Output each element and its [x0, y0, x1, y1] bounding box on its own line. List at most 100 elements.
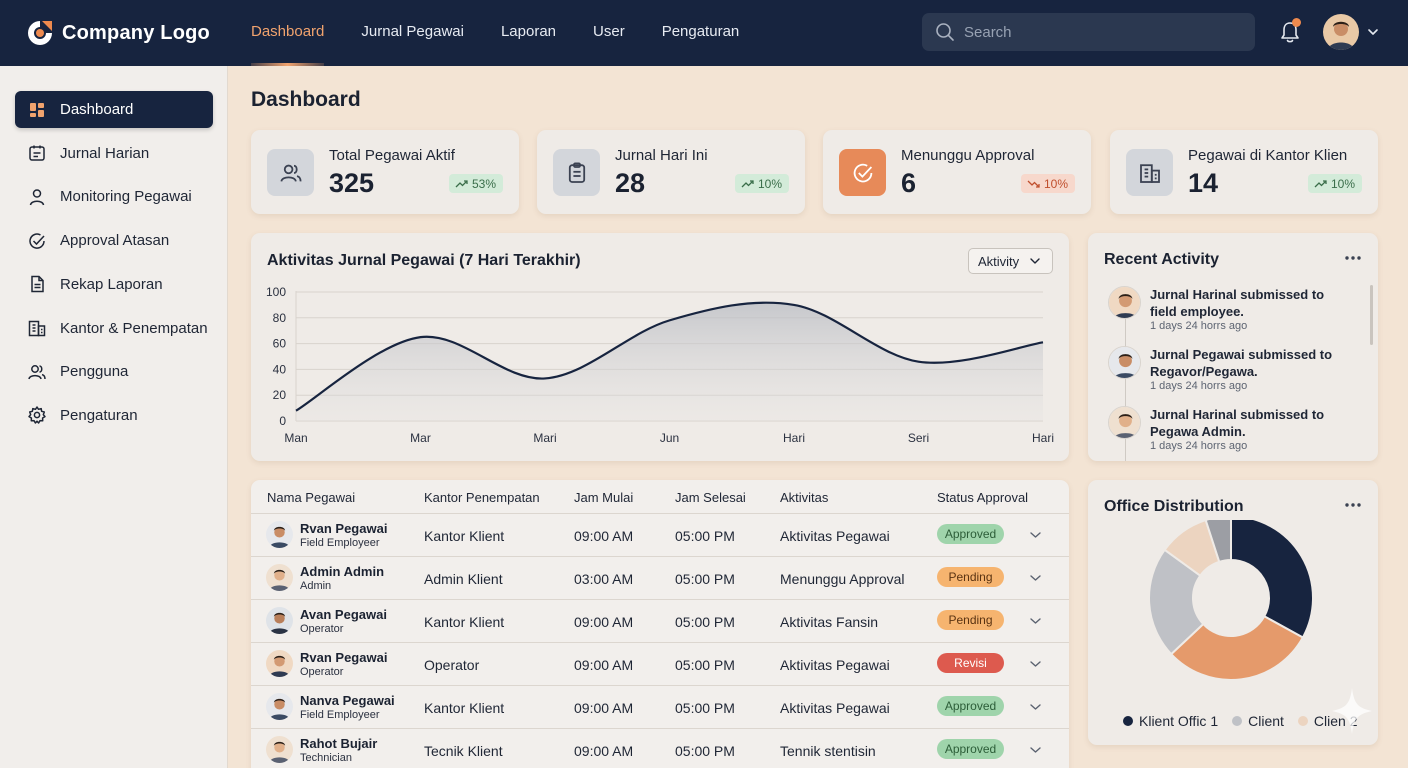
stat-card[interactable]: Jurnal Hari Ini 28 10% — [537, 130, 805, 214]
sidebar-item-pengguna[interactable]: Pengguna — [15, 353, 213, 390]
activity-time: 1 days 24 horrs ago — [1150, 440, 1248, 452]
employee-name: Avan Pegawai — [300, 607, 387, 622]
column-header[interactable]: Aktivitas — [780, 490, 829, 505]
x-tick-label: Mar — [410, 431, 431, 445]
sidebar-item-approval-atasan[interactable]: Approval Atasan — [15, 222, 213, 259]
column-header[interactable]: Kantor Penempatan — [424, 490, 540, 505]
employee-role: Operator — [300, 666, 344, 678]
table-row[interactable]: Avan Pegawai Operator Kantor Klient 09:0… — [251, 599, 1069, 642]
table-row[interactable]: Rvan Pegawai Field Employeer Kantor Klie… — [251, 513, 1069, 556]
activity-cell: Tennik stentisin — [780, 743, 876, 759]
activity-filter-dropdown[interactable]: Aktivity — [968, 248, 1053, 274]
building-icon — [1126, 149, 1173, 196]
stat-card[interactable]: Total Pegawai Aktif 325 53% — [251, 130, 519, 214]
table-row[interactable]: Rahot Bujair Technician Tecnik Klient 09… — [251, 728, 1069, 768]
trend-up-icon — [455, 179, 468, 187]
nav-item-user[interactable]: User — [593, 23, 625, 40]
employee-name: Admin Admin — [300, 564, 385, 579]
more-options-icon[interactable] — [1344, 255, 1362, 261]
chevron-down-icon[interactable] — [1030, 531, 1041, 539]
activity-cell: Aktivitas Fansin — [780, 614, 879, 630]
dashboard-icon — [27, 100, 47, 120]
avatar — [266, 564, 293, 591]
table-row[interactable]: Rvan Pegawai Operator Operator 09:00 AM … — [251, 642, 1069, 685]
activity-cell: Aktivitas Pegawai — [780, 700, 890, 716]
end-time-cell: 05:00 PM — [675, 614, 735, 630]
chevron-down-icon[interactable] — [1030, 703, 1041, 711]
stat-change-badge: 53% — [448, 174, 503, 193]
more-options-icon[interactable] — [1344, 502, 1362, 508]
nav-item-laporan[interactable]: Laporan — [500, 23, 557, 40]
chevron-down-icon[interactable] — [1367, 27, 1379, 37]
pie-slice[interactable] — [1169, 614, 1305, 681]
trend-up-icon — [741, 179, 754, 187]
sidebar-item-pengaturan[interactable]: Pengaturan — [15, 397, 213, 434]
search-icon — [936, 23, 954, 41]
activity-chart-card: Aktivitas Jurnal Pegawai (7 Hari Terakhi… — [251, 233, 1069, 461]
stat-label: Jurnal Hari Ini — [615, 147, 708, 164]
end-time-cell: 05:00 PM — [675, 743, 735, 759]
column-header[interactable]: Nama Pegawai — [267, 490, 356, 505]
sidebar-item-kantor-penempatan[interactable]: Kantor & Penempatan — [15, 310, 213, 347]
timeline-line — [1125, 303, 1126, 461]
status-badge: Approved — [937, 524, 1004, 544]
brand-logo[interactable]: Company Logo — [26, 19, 251, 47]
nav-item-dashboard[interactable]: Dashboard — [251, 0, 325, 66]
sidebar-item-dashboard[interactable]: Dashboard — [15, 91, 213, 128]
calendar-icon — [27, 143, 47, 163]
stat-change: 10% — [1043, 176, 1068, 191]
chevron-down-icon[interactable] — [1030, 574, 1041, 582]
office-cell: Admin Klient — [424, 571, 503, 587]
user-avatar[interactable] — [1323, 14, 1359, 50]
column-header[interactable]: Jam Mulai — [574, 490, 634, 505]
end-time-cell: 05:00 PM — [675, 528, 735, 544]
table-row[interactable]: Nanva Pegawai Field Employeer Kantor Kli… — [251, 685, 1069, 728]
sidebar-item-jurnal-harian[interactable]: Jurnal Harian — [15, 135, 213, 172]
chevron-down-icon[interactable] — [1030, 746, 1041, 754]
column-header[interactable]: Status Approval — [937, 490, 1029, 505]
sidebar-item-monitoring-pegawai[interactable]: Monitoring Pegawai — [15, 178, 213, 215]
stat-change-badge: 10% — [1307, 174, 1362, 193]
sidebar-item-label: Approval Atasan — [60, 232, 170, 250]
sidebar-item-label: Kantor & Penempatan — [60, 319, 208, 337]
activity-time: 1 days 24 horrs ago — [1150, 380, 1248, 392]
pie-slice[interactable] — [1204, 520, 1232, 564]
legend-swatch — [1232, 716, 1243, 726]
pie-slice[interactable] — [1230, 520, 1314, 639]
status-badge: Pending — [937, 567, 1004, 587]
table-row[interactable]: Admin Admin Admin Admin Klient 03:00 AM … — [251, 556, 1069, 599]
nav-item-jurnal-pegawai[interactable]: Jurnal Pegawai — [361, 23, 464, 40]
start-time-cell: 09:00 AM — [574, 528, 634, 544]
pie-slice[interactable] — [1148, 548, 1205, 656]
stat-value: 6 — [901, 168, 917, 198]
activity-text: Jurnal Pegawai submissed to Regavor/Pega… — [1150, 347, 1333, 379]
stat-label: Menunggu Approval — [901, 147, 1035, 164]
sidebar-item-rekap-laporan[interactable]: Rekap Laporan — [15, 266, 213, 303]
avatar — [266, 693, 293, 720]
activity-cell: Aktivitas Pegawai — [780, 528, 890, 544]
area-fill — [296, 302, 1043, 421]
search-input[interactable] — [964, 23, 1234, 41]
search-box[interactable] — [922, 13, 1255, 51]
sidebar-item-label: Pengguna — [60, 363, 129, 381]
scrollbar-thumb[interactable] — [1370, 285, 1373, 345]
activity-time: 1 days 24 horrs ago — [1150, 320, 1248, 332]
employee-name: Rvan Pegawai — [300, 650, 388, 665]
nav-item-pengaturan[interactable]: Pengaturan — [661, 23, 740, 40]
legend-item: Client — [1232, 713, 1284, 729]
user-icon — [27, 187, 47, 207]
stat-card[interactable]: Pegawai di Kantor Klien 14 10% — [1110, 130, 1378, 214]
avatar — [266, 607, 293, 634]
stat-card[interactable]: Menunggu Approval 6 10% — [823, 130, 1091, 214]
chevron-down-icon[interactable] — [1030, 617, 1041, 625]
activity-text: Jurnal Harinal submissed to Pegawa Admin… — [1150, 407, 1325, 439]
stat-change: 10% — [1330, 176, 1355, 191]
x-tick-label: Hari — [1032, 431, 1054, 445]
employee-role: Technician — [300, 752, 352, 764]
chevron-down-icon[interactable] — [1030, 660, 1041, 668]
sidebar-item-label: Monitoring Pegawai — [60, 188, 192, 206]
avatar — [266, 521, 293, 548]
status-badge: Revisi — [937, 653, 1004, 673]
x-tick-label: Man — [284, 431, 307, 445]
column-header[interactable]: Jam Selesai — [675, 490, 746, 505]
